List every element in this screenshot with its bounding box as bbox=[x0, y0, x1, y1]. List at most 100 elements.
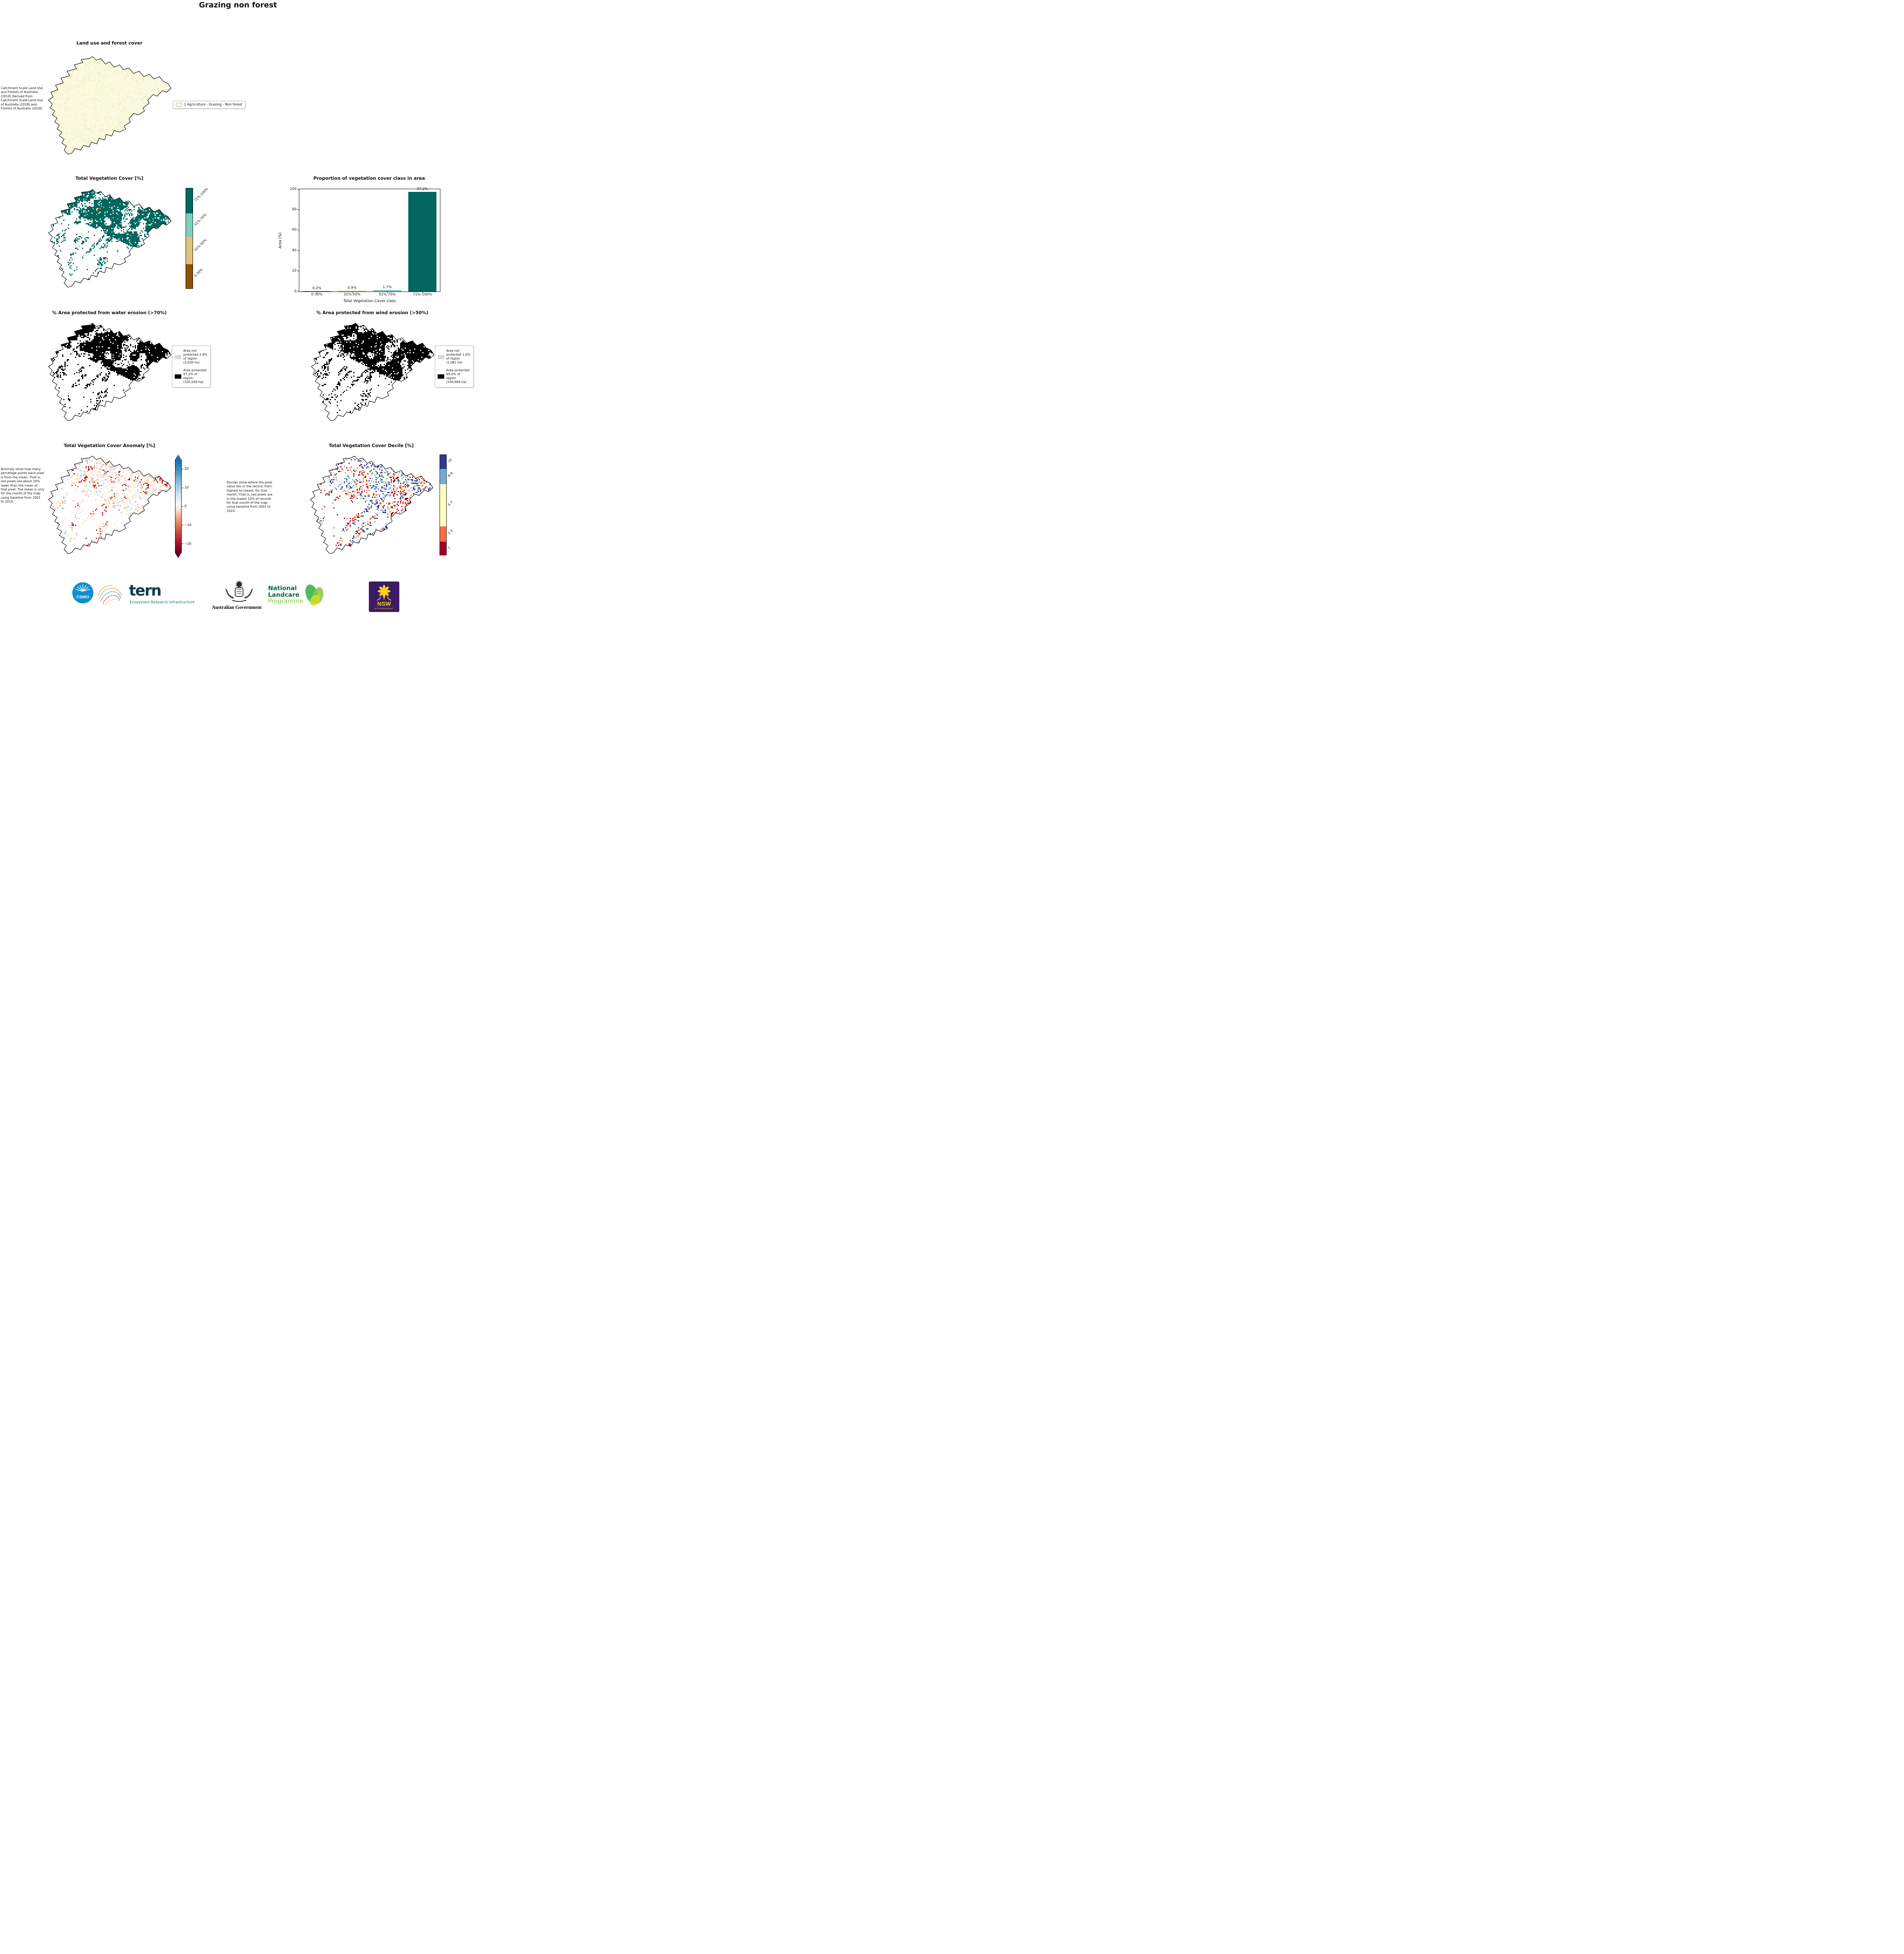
decile-colorbar-seg bbox=[440, 469, 446, 484]
decile-colorbar-label: 4-7 bbox=[447, 500, 454, 507]
shield-icon bbox=[235, 587, 243, 597]
tvc-colorbar-seg bbox=[186, 213, 193, 237]
nsw-wordmark: NSW bbox=[377, 601, 392, 607]
landcare-leaves-icon bbox=[305, 584, 324, 606]
scroll-icon bbox=[232, 600, 247, 602]
not-protected-label: Area not protected 1.0% of region (1,081… bbox=[446, 349, 470, 364]
colorbar-tick: −10 bbox=[184, 523, 191, 527]
tvc-colorbar-seg bbox=[186, 188, 193, 213]
anomaly-map bbox=[47, 453, 172, 556]
y-tick: 80 bbox=[292, 207, 297, 211]
x-tick: 51%-70% bbox=[379, 293, 396, 297]
decile-colorbar-seg bbox=[440, 484, 446, 526]
tvc-colorbar-seg bbox=[186, 264, 193, 288]
protected-swatch bbox=[175, 374, 181, 379]
y-tick-mark bbox=[297, 189, 299, 190]
colorbar-arrow-down bbox=[175, 553, 181, 558]
colorbar-gradient bbox=[175, 460, 182, 553]
tvc-colorbar-label: 31%-50% bbox=[193, 238, 208, 252]
csiro-wordmark: CSIRO bbox=[76, 595, 89, 599]
landuse-legend-label: 1 Agriculture - Grazing - Non forest bbox=[184, 103, 242, 107]
chart-xlabel: Total Vegetation Cover class bbox=[343, 299, 396, 303]
x-tick: 0-30% bbox=[311, 293, 323, 297]
bar-71-100 bbox=[408, 192, 436, 292]
tern-subtitle: Ecosystem Research Infrastructure bbox=[130, 600, 195, 605]
y-tick: 20 bbox=[292, 269, 297, 273]
x-tick: 31%-50% bbox=[343, 293, 361, 297]
colorbar-tick: 0 bbox=[184, 505, 187, 508]
decile-title: Total Vegetation Cover Decile [%] bbox=[329, 443, 414, 448]
bar-31-50 bbox=[338, 290, 366, 292]
protected-swatch bbox=[438, 374, 444, 379]
water-erosion-map bbox=[47, 320, 172, 424]
waratah-leaves-icon bbox=[377, 596, 392, 601]
decile-colorbar-label: 1 bbox=[447, 546, 452, 550]
anomaly-colorbar bbox=[175, 455, 182, 558]
emu-icon bbox=[245, 589, 253, 599]
tern-wordmark: tern bbox=[129, 582, 162, 599]
legend-entry: Area protected 97.2% of region (105,049 … bbox=[175, 369, 207, 384]
commonwealth-star-icon bbox=[235, 580, 243, 588]
bar-slot: 0.2% bbox=[303, 189, 331, 292]
tvc-colorbar-seg bbox=[186, 237, 193, 264]
kangaroo-icon bbox=[225, 589, 234, 599]
y-tick: 100 bbox=[290, 187, 297, 191]
wind-erosion-map bbox=[310, 320, 435, 424]
decile-colorbar-seg bbox=[440, 526, 446, 542]
bar-0-30 bbox=[303, 291, 331, 292]
decile-colorbar bbox=[440, 455, 447, 555]
landuse-map bbox=[47, 54, 172, 157]
protected-label: Area protected 99.0% of region (106,994 … bbox=[446, 369, 470, 384]
landuse-note: Catchment Scale Land Use and Forests of … bbox=[1, 86, 43, 110]
bar-value-label: 1.7% bbox=[383, 285, 392, 289]
landuse-legend: 1 Agriculture - Grazing - Non forest bbox=[173, 101, 245, 109]
tvc-colorbar-label: 51%-70% bbox=[193, 213, 208, 227]
decile-colorbar-label: 8-9 bbox=[447, 471, 454, 478]
decile-colorbar-seg bbox=[440, 455, 446, 469]
nlp-line2: Landcare bbox=[268, 591, 300, 598]
national-landcare-programme-wordmark: National Landcare Programme bbox=[268, 585, 303, 605]
bar-51-70 bbox=[373, 290, 401, 292]
bar-slot: 97.2% bbox=[408, 187, 436, 292]
protected-label: Area protected 97.2% of region (105,049 … bbox=[183, 369, 207, 384]
colorbar-tick: 20 bbox=[184, 467, 189, 471]
bar-value-label: 0.2% bbox=[312, 286, 322, 291]
nlp-line3: Programme bbox=[268, 598, 304, 605]
water-erosion-title: % Area protected from water erosion (>70… bbox=[52, 310, 167, 315]
indigenous-artwork bbox=[98, 585, 123, 606]
colorbar-tick: −20 bbox=[184, 542, 191, 546]
bar-chart: Area (%) 0 20 40 60 80 100 0.2% 0.9% 1.7… bbox=[278, 187, 440, 303]
page-title: Grazing non forest bbox=[199, 1, 277, 9]
y-tick: 0 bbox=[294, 289, 297, 293]
bar-slot: 1.7% bbox=[373, 189, 401, 292]
x-tick-mark bbox=[422, 292, 423, 293]
tvc-colorbar-label: 0-30% bbox=[193, 268, 204, 278]
anomaly-title: Total Vegetation Cover Anomaly [%] bbox=[64, 443, 155, 448]
y-tick: 60 bbox=[292, 228, 297, 232]
colorbar-arrow-up bbox=[175, 455, 181, 460]
y-tick-mark bbox=[297, 291, 299, 292]
x-tick-mark bbox=[387, 292, 388, 293]
report-page: Grazing non forest Land use and forest c… bbox=[0, 0, 476, 617]
decile-colorbar-label: 10 bbox=[447, 458, 453, 464]
nsw-government-logo: NSW GOVERNMENT bbox=[369, 582, 399, 612]
legend-entry: Area not protected 2.8% of region (3,026… bbox=[175, 349, 207, 365]
decile-note: Deciles show where the pixel value lies … bbox=[227, 481, 273, 513]
y-tick-mark bbox=[297, 209, 299, 210]
tvc-map bbox=[47, 187, 172, 290]
csiro-starburst-icon bbox=[75, 584, 90, 592]
landuse-title: Land use and forest cover bbox=[76, 40, 143, 46]
chart-title: Proportion of vegetation cover class in … bbox=[313, 175, 425, 181]
tvc-colorbar bbox=[186, 188, 193, 289]
anomaly-note: Anomaly show how many percetage points e… bbox=[1, 467, 45, 504]
australian-government-label: Australian Government bbox=[212, 605, 262, 610]
legend-entry: Area protected 99.0% of region (106,994 … bbox=[438, 369, 470, 384]
x-tick: 71%-100% bbox=[413, 293, 432, 297]
nsw-government-label: GOVERNMENT bbox=[374, 608, 393, 610]
tvc-colorbar-label: 71%-100% bbox=[193, 187, 209, 203]
wind-erosion-legend: Area not protected 1.0% of region (1,081… bbox=[435, 345, 474, 388]
waratah-icon bbox=[377, 585, 391, 598]
legend-entry: Area not protected 1.0% of region (1,081… bbox=[438, 349, 470, 365]
not-protected-swatch bbox=[175, 354, 181, 359]
bar-value-label: 97.2% bbox=[417, 187, 428, 191]
